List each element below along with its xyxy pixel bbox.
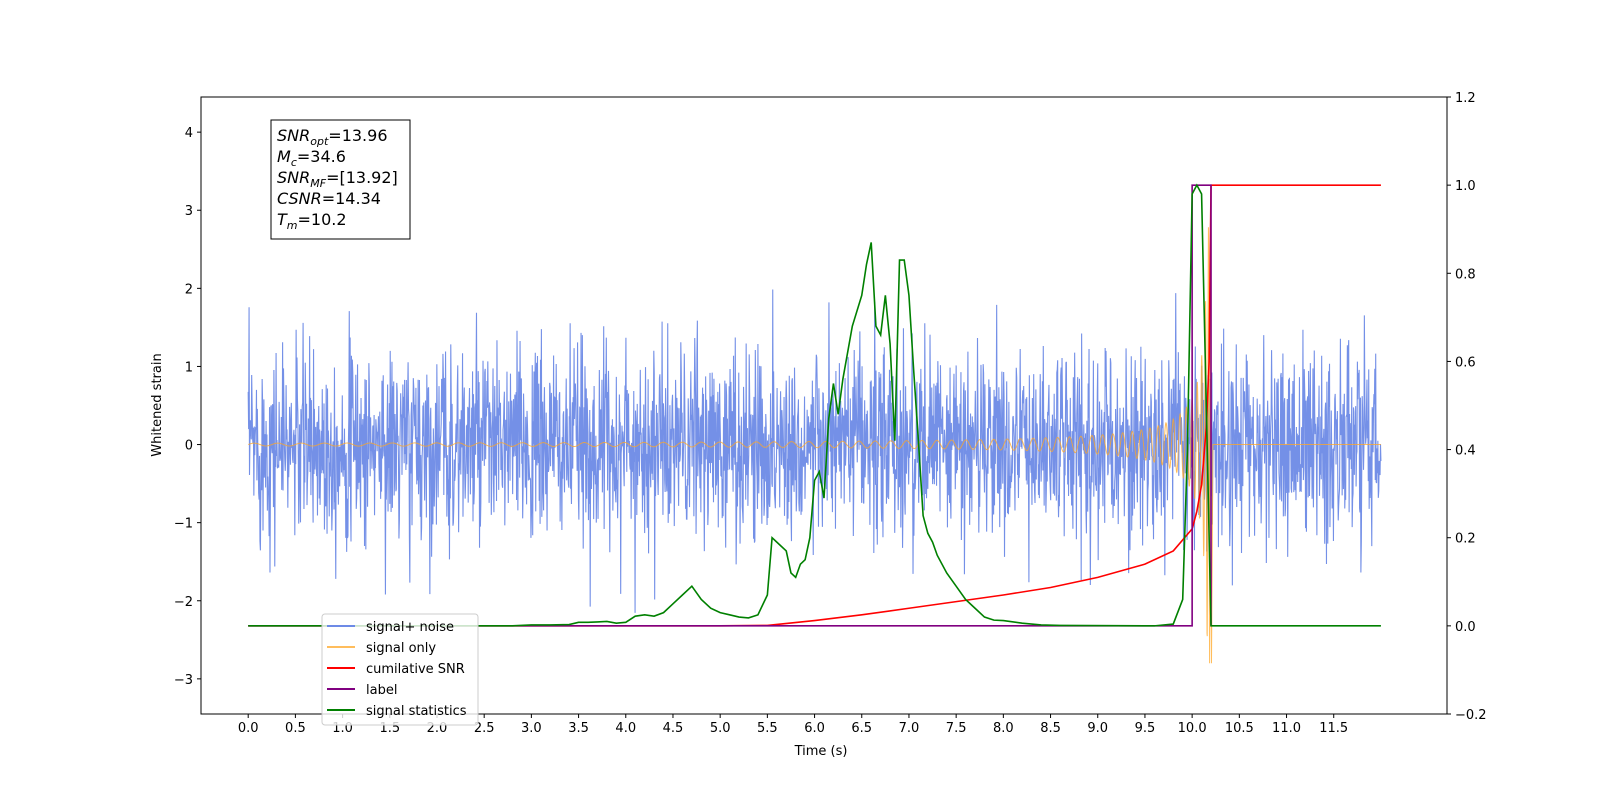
x-axis-label: Time (s): [794, 744, 848, 759]
y-tick-label: −2: [174, 595, 193, 610]
y-tick-label: 2: [185, 282, 193, 297]
legend-label: signal only: [366, 641, 436, 656]
x-tick-label: 0.0: [238, 721, 259, 736]
x-tick-label: 10.0: [1178, 721, 1207, 736]
y-tick-label: 3: [185, 204, 193, 219]
x-tick-label: 11.5: [1319, 721, 1348, 736]
info-box-line: Tm=10.2: [277, 210, 347, 232]
x-tick-label: 4.5: [663, 721, 684, 736]
y-tick-label: 1: [185, 360, 193, 375]
info-box-line: SNRMF=[13.92]: [277, 168, 398, 190]
x-tick-label: 10.5: [1225, 721, 1254, 736]
x-tick-label: 0.5: [285, 721, 306, 736]
x-tick-label: 2.5: [474, 721, 495, 736]
x-tick-label: 5.5: [757, 721, 778, 736]
x-tick-label: 3.0: [521, 721, 542, 736]
axes-frame: [200, 96, 1448, 715]
x-tick-label: 4.0: [615, 721, 636, 736]
info-box: SNRopt=13.96Mc=34.6SNRMF=[13.92]CSNR=14.…: [270, 119, 411, 240]
legend-label: label: [366, 683, 397, 698]
x-tick-label: 6.5: [851, 721, 872, 736]
info-box-line: CSNR=14.34: [277, 189, 381, 208]
y2-tick-label: 0.4: [1455, 444, 1476, 459]
legend: signal+ noise signal only cumilative SNR la…: [321, 613, 479, 726]
legend-frame: [321, 613, 479, 726]
x-tick-label: 3.5: [568, 721, 589, 736]
x-tick-label: 9.5: [1135, 721, 1156, 736]
x-tick-label: 5.0: [710, 721, 731, 736]
y-tick-label: 4: [185, 126, 193, 141]
legend-label: cumilative SNR: [366, 662, 465, 677]
y-axis-right: −0.2 0.0 0.2 0.4 0.6 0.8 1.0 1.2: [1447, 91, 1487, 723]
x-tick-label: 8.5: [1040, 721, 1061, 736]
info-box-frame: [270, 119, 411, 240]
y-tick-label: 0: [185, 439, 193, 454]
y2-tick-label: 0.6: [1455, 355, 1476, 370]
y2-tick-label: 1.2: [1455, 91, 1476, 106]
plot-area: [247, 183, 1382, 664]
series-signal-statistics-line: [248, 183, 1381, 627]
y2-tick-label: 0.8: [1455, 267, 1476, 282]
legend-label: signal statistics: [366, 704, 467, 719]
series-signal-only-line: [248, 227, 1381, 664]
y-axis-left: −3 −2 −1 0 1 2 3 4: [174, 126, 201, 688]
legend-label: signal+ noise: [366, 620, 454, 635]
info-box-line: SNRopt=13.96: [277, 126, 388, 148]
y-tick-label: −3: [174, 673, 193, 688]
y-tick-label: −1: [174, 517, 193, 532]
y2-tick-label: 0.2: [1455, 532, 1476, 547]
x-tick-label: 6.0: [804, 721, 825, 736]
y2-tick-label: 1.0: [1455, 179, 1476, 194]
x-tick-label: 11.0: [1272, 721, 1301, 736]
x-tick-label: 7.0: [899, 721, 920, 736]
y-axis-label: Whitened strain: [150, 353, 165, 456]
x-tick-label: 8.0: [993, 721, 1014, 736]
series-label-line: [248, 184, 1212, 627]
y2-tick-label: 0.0: [1455, 620, 1476, 635]
y2-tick-label: −0.2: [1455, 708, 1487, 723]
info-box-line: Mc=34.6: [277, 147, 346, 169]
x-tick-label: 7.5: [946, 721, 967, 736]
x-tick-label: 9.0: [1087, 721, 1108, 736]
